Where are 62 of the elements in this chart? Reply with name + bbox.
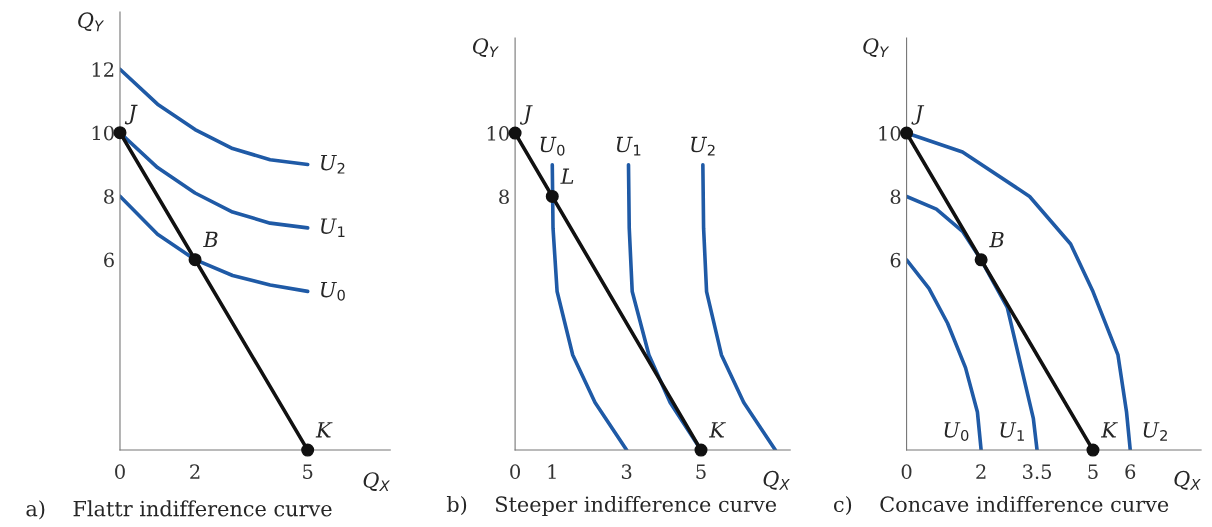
point: [900, 126, 914, 140]
point: [508, 126, 522, 140]
series-label: U$_{1}$: [321, 218, 345, 238]
annotation: J: [124, 104, 138, 125]
line-series: [119, 194, 310, 294]
series-label: U$_{2}$: [321, 154, 345, 174]
annotation: B: [203, 231, 218, 247]
text: a) Flattr indifference curve: [26, 500, 332, 520]
series-label: U$_{2}$: [1143, 422, 1167, 441]
y-tick-label: 8: [104, 189, 114, 204]
line-series: [550, 162, 629, 451]
series-label: U$_{1}$: [616, 136, 641, 156]
text: c) Concave indifference curve: [833, 495, 1169, 516]
line-series: [701, 162, 778, 451]
x-axis-title: Q$_{X}$: [1174, 470, 1201, 490]
annotation: J: [911, 105, 925, 125]
annotation: J: [519, 105, 533, 125]
line-series: [906, 258, 983, 451]
y-tick-label: 8: [890, 189, 901, 205]
y-tick-label: 8: [499, 189, 509, 205]
annotation: B: [989, 232, 1004, 248]
y-axis-title: Q$_{Y}$: [863, 38, 890, 58]
point: [545, 189, 559, 203]
point: [974, 253, 988, 267]
y-axis-title: Q$_{Y}$: [78, 12, 105, 32]
series-label: U$_{0}$: [944, 422, 969, 441]
annotation: K: [1101, 422, 1118, 438]
x-tick-label: 0: [901, 464, 912, 479]
series-label: U$_{1}$: [1000, 422, 1024, 441]
y-tick-label: 12: [92, 62, 114, 77]
x-tick-label: 5: [1088, 464, 1098, 479]
annotation: K: [315, 422, 333, 438]
x-tick-label: 2: [190, 464, 200, 479]
series-label: U$_{2}$: [691, 136, 715, 156]
x-tick-label: 2: [976, 464, 986, 479]
x-tick-label: 6: [1125, 464, 1136, 479]
x-tick-label: 0: [115, 464, 125, 479]
line-series: [119, 67, 310, 167]
x-axis-title: Q$_{X}$: [363, 472, 390, 492]
y-axis-title: Q$_{Y}$: [472, 38, 499, 58]
y-tick-label: 6: [890, 252, 901, 268]
point: [1086, 443, 1100, 457]
x-tick-label: 3.5: [1023, 464, 1052, 479]
point: [188, 253, 202, 267]
series-label: U$_{0}$: [321, 281, 345, 301]
x-tick-label: 5: [696, 464, 706, 479]
annotation: L: [560, 168, 574, 184]
y-tick-label: 6: [104, 252, 114, 268]
x-tick-label: 1: [548, 464, 556, 479]
x-tick-label: 0: [510, 464, 520, 479]
y-tick-label: 10: [92, 125, 114, 141]
y-tick-label: 10: [879, 126, 901, 141]
x-tick-label: 5: [303, 464, 313, 479]
series-label: U$_{0}$: [540, 136, 565, 156]
x-tick-label: 3: [621, 464, 632, 479]
y-tick-label: 10: [487, 126, 509, 141]
point: [301, 443, 315, 457]
annotation: K: [709, 422, 726, 438]
x-axis-title: Q$_{X}$: [763, 470, 790, 490]
point: [113, 126, 127, 140]
text: b) Steeper indifference curve: [446, 495, 777, 517]
point: [694, 443, 708, 457]
